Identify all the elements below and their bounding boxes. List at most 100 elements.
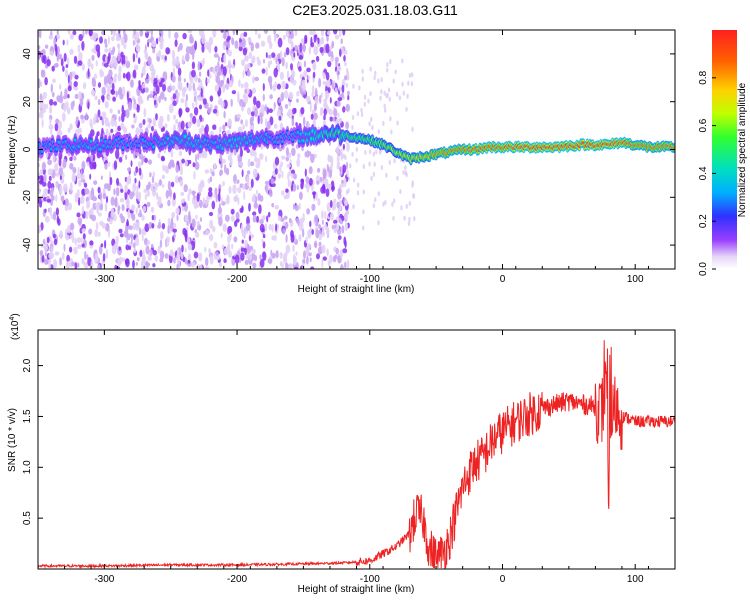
noise-speck xyxy=(388,96,391,102)
colorbar-ticks: 0.0 0.2 0.4 0.6 0.8 xyxy=(698,70,716,276)
noise-speck xyxy=(333,227,337,234)
noise-speck xyxy=(65,64,69,69)
noise-speck xyxy=(115,187,120,197)
noise-speck xyxy=(362,225,365,231)
noise-speck xyxy=(126,71,131,82)
noise-speck xyxy=(231,243,234,250)
noise-speck xyxy=(195,97,198,107)
noise-speck xyxy=(109,108,113,114)
noise-speck xyxy=(229,157,233,167)
noise-speck xyxy=(80,114,84,120)
noise-speck xyxy=(171,49,175,60)
noise-speck xyxy=(322,256,327,261)
noise-speck xyxy=(134,114,137,122)
noise-speck xyxy=(50,83,53,93)
noise-speck xyxy=(79,98,84,107)
noise-speck xyxy=(312,71,316,79)
noise-speck xyxy=(118,156,123,163)
noise-speck xyxy=(49,51,54,55)
noise-speck xyxy=(267,34,272,45)
noise-speck xyxy=(67,127,71,133)
noise-speck xyxy=(265,66,268,76)
noise-speck xyxy=(297,152,301,160)
noise-speck xyxy=(189,112,193,118)
noise-speck xyxy=(406,93,409,99)
noise-speck xyxy=(69,156,73,162)
noise-speck xyxy=(337,97,343,102)
noise-speck xyxy=(146,201,151,208)
noise-speck xyxy=(244,239,248,250)
noise-speck xyxy=(285,47,290,56)
noise-speck xyxy=(99,70,105,78)
noise-speck xyxy=(214,84,219,92)
noise-speck xyxy=(327,183,332,191)
x-tick-label: 100 xyxy=(627,574,644,585)
noise-speck xyxy=(231,37,235,46)
noise-speck xyxy=(172,67,176,77)
noise-speck xyxy=(389,116,392,122)
noise-speck xyxy=(66,39,69,46)
noise-speck xyxy=(126,218,129,226)
noise-speck xyxy=(158,119,163,129)
noise-speck xyxy=(337,254,340,264)
noise-speck xyxy=(320,107,324,114)
noise-speck xyxy=(291,169,295,175)
noise-speck xyxy=(55,207,60,216)
noise-speck xyxy=(188,188,192,195)
noise-speck xyxy=(236,113,241,119)
noise-speck xyxy=(105,248,109,259)
noise-speck xyxy=(221,158,226,164)
noise-speck xyxy=(369,66,372,72)
noise-speck xyxy=(306,150,310,158)
noise-speck xyxy=(133,98,136,105)
noise-speck xyxy=(86,200,91,209)
noise-speck xyxy=(252,75,255,84)
snr-y-ticks: 0.5 1.0 1.5 2.0 xyxy=(22,358,675,525)
noise-speck xyxy=(288,91,294,101)
noise-speck xyxy=(206,78,210,83)
noise-speck xyxy=(243,190,246,201)
noise-speck xyxy=(240,252,245,261)
noise-speck xyxy=(80,237,83,244)
noise-speck xyxy=(259,258,265,268)
noise-speck xyxy=(95,222,99,230)
noise-speck xyxy=(241,38,246,48)
noise-speck xyxy=(295,122,298,127)
noise-speck xyxy=(232,184,237,194)
noise-speck xyxy=(337,208,341,217)
noise-speck xyxy=(273,234,277,242)
noise-speck xyxy=(343,55,346,62)
noise-speck xyxy=(175,164,179,173)
noise-speck xyxy=(73,81,78,87)
noise-speck xyxy=(181,55,185,65)
noise-speck xyxy=(88,228,93,235)
noise-speck xyxy=(280,161,283,167)
noise-speck xyxy=(51,65,55,72)
noise-speck xyxy=(241,59,245,67)
noise-speck xyxy=(318,77,322,88)
noise-speck xyxy=(255,42,260,49)
noise-speck xyxy=(46,59,51,67)
noise-speck xyxy=(88,209,92,217)
noise-speck xyxy=(321,219,324,225)
noise-speck xyxy=(185,53,190,62)
noise-speck xyxy=(188,122,192,129)
noise-speck xyxy=(239,148,243,158)
noise-speck xyxy=(209,176,213,183)
noise-speck xyxy=(66,254,70,263)
noise-speck xyxy=(89,173,92,180)
noise-speck xyxy=(341,84,345,94)
noise-speck xyxy=(349,163,352,169)
noise-speck xyxy=(324,210,327,220)
noise-speck xyxy=(95,44,101,53)
noise-speck xyxy=(78,33,83,42)
noise-speck xyxy=(241,102,246,108)
noise-speck xyxy=(99,36,103,44)
noise-speck xyxy=(227,118,232,127)
noise-speck xyxy=(195,153,198,163)
noise-speck xyxy=(301,146,304,152)
y-tick-label: 2.0 xyxy=(22,358,33,372)
noise-speck xyxy=(212,30,217,38)
noise-speck xyxy=(44,44,49,49)
